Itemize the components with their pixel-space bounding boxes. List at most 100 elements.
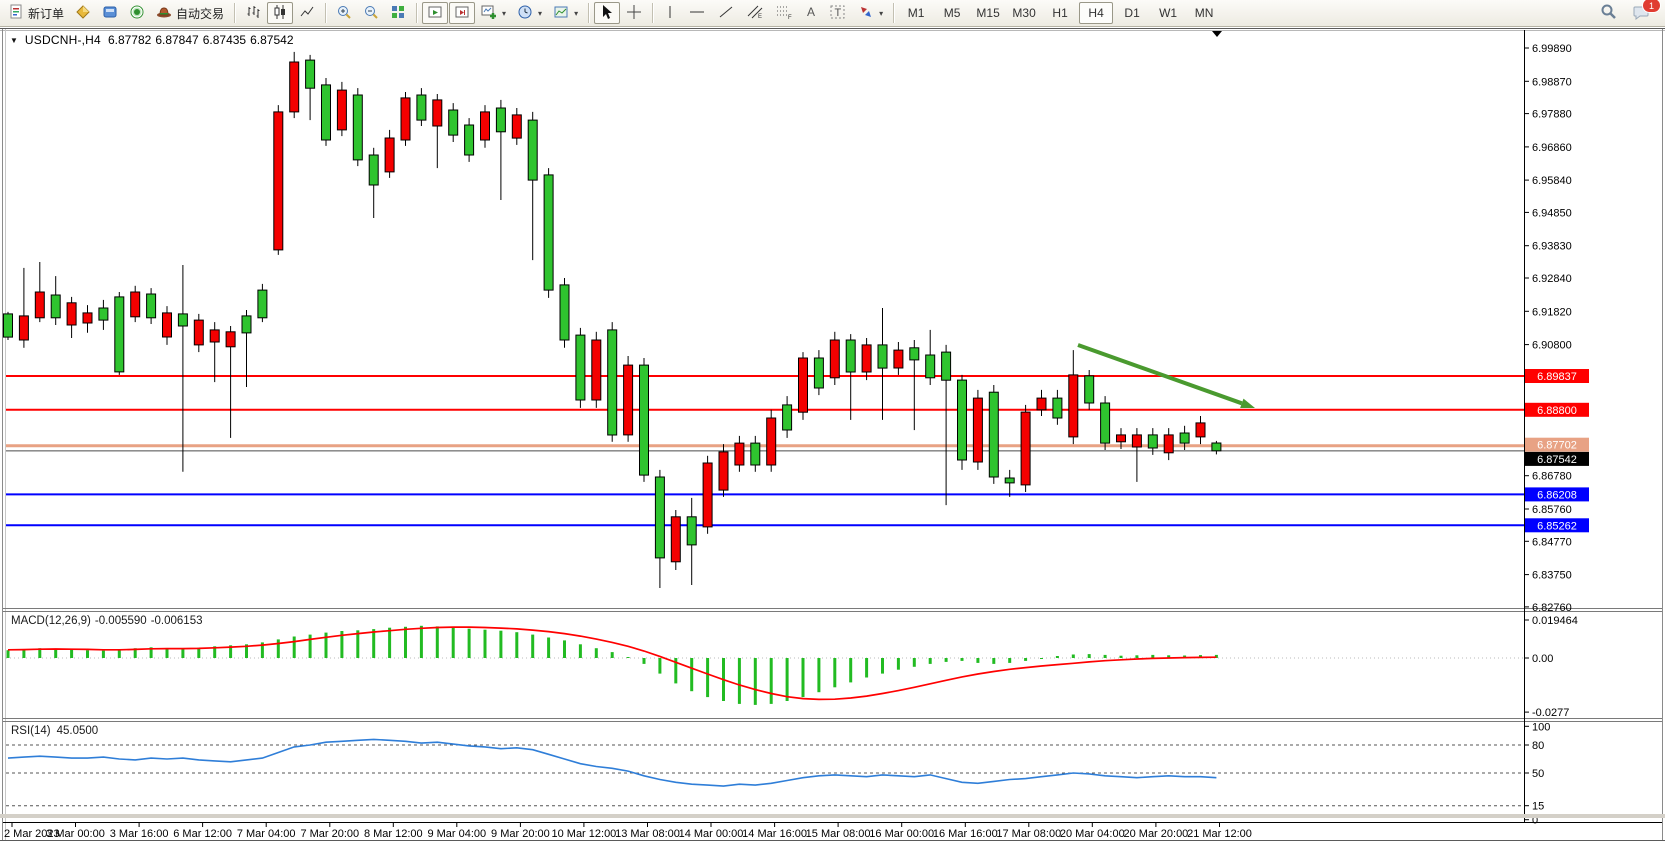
trendline-tool-button[interactable] <box>712 2 740 24</box>
candle-body <box>670 516 681 563</box>
candle-body <box>639 364 649 476</box>
chart-canvas[interactable]: 6.99890 6.98870 6.97880 6.96860 6.95840 6.948… <box>0 27 1665 841</box>
new-order-button[interactable]: 新订单 <box>4 2 69 24</box>
time-tick-label: 3 Mar 16:00 <box>110 828 169 840</box>
svg-text:A: A <box>807 5 815 19</box>
candle-body <box>1052 397 1063 419</box>
timeframe-button-d1[interactable]: D1 <box>1124 6 1140 20</box>
time-tick-label: 20 Mar 04:00 <box>1060 828 1125 840</box>
text-label-tool-button[interactable]: T <box>824 2 852 24</box>
toolbar-separator <box>416 3 418 23</box>
timeframe-button-w1[interactable]: W1 <box>1159 6 1178 20</box>
candle-body <box>972 397 983 463</box>
candle-body <box>98 307 109 321</box>
time-tick-label: 21 Mar 12:00 <box>1187 828 1252 840</box>
candle-body <box>702 462 713 528</box>
price-tick-label: 6.97880 <box>1532 109 1572 121</box>
timeframe-button-h1[interactable]: H1 <box>1052 6 1068 20</box>
candlestick-icon <box>272 4 288 23</box>
candle-body <box>861 344 872 373</box>
tile-windows-button[interactable] <box>385 2 411 24</box>
channel-icon: E <box>746 4 764 23</box>
candle-body <box>988 391 999 478</box>
trend-arrow-line[interactable] <box>1077 343 1243 406</box>
candle-body <box>845 339 856 373</box>
price-tick-label: 6.82760 <box>1532 602 1572 614</box>
new-order-icon <box>9 4 24 22</box>
timeframe-button-mn[interactable]: MN <box>1194 6 1214 20</box>
time-tick-label: 14 Mar 16:00 <box>742 828 807 840</box>
candle-body <box>289 61 300 113</box>
price-tick-label: 6.93830 <box>1532 241 1572 253</box>
one-click-trading-collapse-icon[interactable]: ▼ <box>10 35 18 45</box>
timeframe-button-m5[interactable]: M5 <box>943 6 961 20</box>
step-forward-button[interactable] <box>449 2 476 24</box>
time-tick-label: 7 Mar 20:00 <box>300 828 359 840</box>
candle-body <box>1100 402 1111 444</box>
new-order-label: 新订单 <box>28 6 65 21</box>
candle-body <box>400 97 411 141</box>
toolbar-separator <box>588 3 590 23</box>
zoom-out-button[interactable] <box>358 2 384 24</box>
notifications-button[interactable]: 1 <box>1628 0 1661 24</box>
price-tick-label: 6.83750 <box>1532 570 1572 582</box>
candle-body <box>1036 397 1047 411</box>
crosshair-tool-button[interactable] <box>621 2 647 24</box>
candle-body <box>273 111 284 251</box>
candle-body <box>1195 422 1206 438</box>
svg-text:F: F <box>788 15 792 20</box>
periodicity-button[interactable]: ▾ <box>512 2 547 24</box>
chart-shift-marker-icon[interactable] <box>1212 31 1222 37</box>
candle-body <box>1068 374 1079 438</box>
time-tick-label: 10 Mar 12:00 <box>551 828 616 840</box>
market-watch-button[interactable] <box>97 2 123 24</box>
line-chart-type-button[interactable] <box>294 2 320 24</box>
candle-body <box>177 313 188 327</box>
candle-body <box>813 357 824 389</box>
rsi-value: 45.0500 <box>56 725 99 737</box>
arrows-shapes-icon <box>858 4 874 23</box>
dropdown-arrow-icon: ▾ <box>574 8 579 18</box>
macd-value-1: -0.005590 <box>94 615 147 627</box>
timeframe-button-h4[interactable]: H4 <box>1079 2 1114 24</box>
candle-body <box>3 313 13 338</box>
candle-body <box>384 137 395 173</box>
candle-body <box>146 293 157 319</box>
equidistant-channel-tool-button[interactable]: E <box>741 2 769 24</box>
cursor-tool-button[interactable] <box>594 2 621 24</box>
vertical-line-tool-button[interactable] <box>658 2 682 24</box>
candle-body <box>416 94 427 121</box>
candle-body <box>352 94 363 161</box>
text-tool-button[interactable]: A <box>799 2 823 24</box>
toolbar-separator <box>652 3 654 23</box>
candle-body <box>209 329 220 343</box>
bar-chart-type-button[interactable] <box>240 2 266 24</box>
price-level-badge-label: 6.85262 <box>1537 520 1577 532</box>
chart-profile-button[interactable] <box>70 2 96 24</box>
macd-axis-label: -0.0277 <box>1532 707 1569 719</box>
time-tick-label: 20 Mar 20:00 <box>1123 828 1188 840</box>
price-level-badge <box>1525 369 1589 383</box>
fibonacci-tool-button[interactable]: F <box>770 2 798 24</box>
candle-body <box>225 331 236 348</box>
zoom-in-button[interactable] <box>331 2 357 24</box>
timeframe-button-m15[interactable]: M15 <box>976 6 1000 20</box>
timeframe-button-m30[interactable]: M30 <box>1012 6 1036 20</box>
svg-text:T: T <box>835 7 842 19</box>
macd-signal-line <box>7 626 1217 701</box>
toolbar: 新订单 自动交易 <box>0 0 1665 27</box>
candle-body <box>368 154 379 186</box>
search-button[interactable] <box>1595 2 1622 24</box>
candle-body <box>480 111 490 141</box>
candlestick-chart-type-button[interactable] <box>267 2 294 24</box>
candle-body <box>448 109 459 136</box>
signals-button[interactable] <box>124 2 150 24</box>
timeframe-button-m1[interactable]: M1 <box>907 6 925 20</box>
horizontal-line-tool-button[interactable] <box>683 2 711 24</box>
templates-button[interactable]: ▾ <box>548 2 583 24</box>
new-chart-button[interactable]: ▾ <box>476 2 511 24</box>
bar-chart-icon <box>245 4 261 23</box>
arrange-charts-button[interactable] <box>422 2 449 24</box>
auto-trading-button[interactable]: 自动交易 <box>151 2 229 24</box>
arrows-tool-button[interactable]: ▾ <box>853 2 888 24</box>
